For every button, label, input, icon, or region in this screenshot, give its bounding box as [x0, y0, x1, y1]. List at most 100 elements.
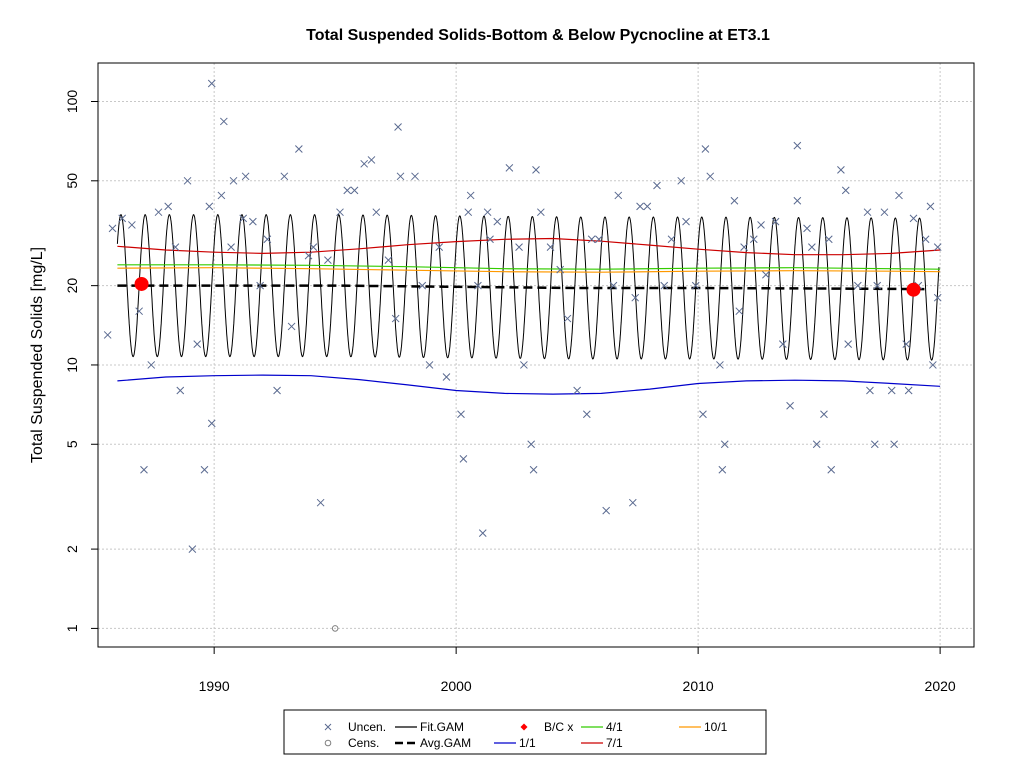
uncensored-point [820, 410, 828, 419]
uncensored-point [294, 145, 303, 153]
uncensored-point [863, 208, 872, 217]
uncensored-point [239, 214, 248, 223]
legend-fit-gam-label: Fit.GAM [420, 720, 464, 734]
uncensored-point [895, 191, 903, 200]
uncensored-point [350, 186, 359, 195]
uncensored-point [464, 208, 473, 217]
uncensored-point [866, 386, 874, 395]
uncensored-point [418, 281, 427, 290]
censored-point [331, 625, 339, 632]
uncensored-point [853, 281, 862, 290]
uncensored-point [273, 386, 281, 395]
uncensored-point [396, 172, 405, 181]
uncensored-point [933, 243, 942, 251]
uncensored-point [309, 243, 318, 251]
uncensored-point [921, 235, 930, 244]
uncensored-point [249, 217, 257, 226]
uncensored-point [735, 307, 744, 316]
legend-b-c-x-symbol [520, 723, 528, 731]
uncensored-point [336, 208, 344, 217]
uncensored-point [667, 235, 676, 244]
uncensored-point [808, 243, 816, 251]
uncensored-point [602, 506, 611, 515]
uncensored-point [183, 176, 192, 185]
uncensored-point [263, 235, 272, 244]
uncensored-point [256, 281, 264, 290]
y-tick-label: 5 [64, 440, 80, 448]
legend-box [283, 709, 767, 755]
legend: Uncen. Cens. Fit.GAM Avg.GAM B/C x 1/1 4/1 7/1 1… [283, 709, 767, 755]
uncensored-point [486, 235, 494, 244]
uncensored-point [929, 361, 937, 369]
uncensored-point [527, 440, 536, 449]
uncensored-point [757, 221, 765, 229]
legend-b-c-x-label: B/C x [544, 720, 573, 734]
y-axis-label: Total Suspended Solids [mg/L] [29, 247, 46, 463]
uncensored-point [227, 243, 235, 251]
uncensored-point [474, 281, 482, 290]
uncensored-point [706, 172, 715, 181]
uncensored-point [478, 529, 487, 537]
x-axis: 1990 2000 2010 2020 [199, 647, 956, 694]
uncensored-point [103, 331, 112, 339]
fit-gam-line [116, 214, 940, 361]
grid [98, 63, 974, 647]
uncensored-point [609, 281, 618, 290]
uncensored-point [304, 251, 313, 260]
uncensored-point [926, 202, 935, 211]
uncensored-point [909, 214, 918, 223]
uncensored-point [394, 123, 402, 131]
uncensored-point [778, 340, 787, 348]
chart-title: Total Suspended Solids-Bottom & Below Py… [306, 27, 770, 44]
avg-gam-line [117, 284, 929, 291]
uncensored-point [628, 498, 637, 507]
uncensored-point [280, 172, 289, 181]
legend-uncen-symbol [324, 723, 332, 731]
series-line-jan1 [117, 374, 941, 395]
uncensored-point [493, 217, 502, 226]
uncensored-point [556, 265, 565, 274]
uncensored-point [595, 235, 603, 244]
y-tick-label: 1 [64, 624, 80, 632]
uncensored-point [193, 340, 202, 348]
uncensored-point [793, 196, 802, 205]
uncensored-point [873, 281, 882, 290]
uncensored-point [771, 217, 780, 226]
uncensored-point [164, 202, 173, 211]
legend-4-1-label: 4/1 [606, 720, 623, 734]
uncensored-point [171, 243, 180, 251]
uncensored-point [803, 224, 811, 233]
uncensored-point [411, 172, 419, 181]
uncensored-point [118, 214, 127, 223]
uncensored-point [505, 163, 514, 172]
series-line-oct1 [117, 267, 941, 273]
uncensored-point [154, 208, 163, 217]
uncensored-point [749, 235, 758, 244]
uncensored-point [457, 410, 465, 419]
uncensored-point [515, 243, 523, 251]
uncensored-point [546, 243, 555, 251]
uncensored-point [391, 314, 400, 323]
plot-area [103, 79, 942, 632]
uncensored-point [614, 191, 623, 200]
legend-1-1-label: 1/1 [519, 736, 536, 750]
uncensored-point [643, 202, 652, 211]
uncensored-point [563, 314, 572, 323]
uncensored-point [691, 281, 700, 290]
uncensored-point [205, 202, 214, 211]
uncensored-point [740, 243, 748, 251]
uncensored-point [890, 440, 898, 449]
y-tick-label: 2 [64, 545, 80, 553]
legend-cens-label: Cens. [348, 736, 379, 750]
uncensored-point [837, 166, 845, 174]
uncensored-point [219, 117, 228, 126]
uncensored-point [701, 145, 710, 153]
x-tick-label: 2000 [441, 678, 472, 694]
uncensored-point [841, 186, 850, 195]
uncensored-point [716, 361, 724, 369]
uncensored-point [384, 256, 393, 264]
uncensored-point [435, 243, 444, 251]
uncensored-point [229, 176, 238, 185]
uncensored-point [812, 440, 821, 449]
uncensored-point [360, 159, 369, 168]
